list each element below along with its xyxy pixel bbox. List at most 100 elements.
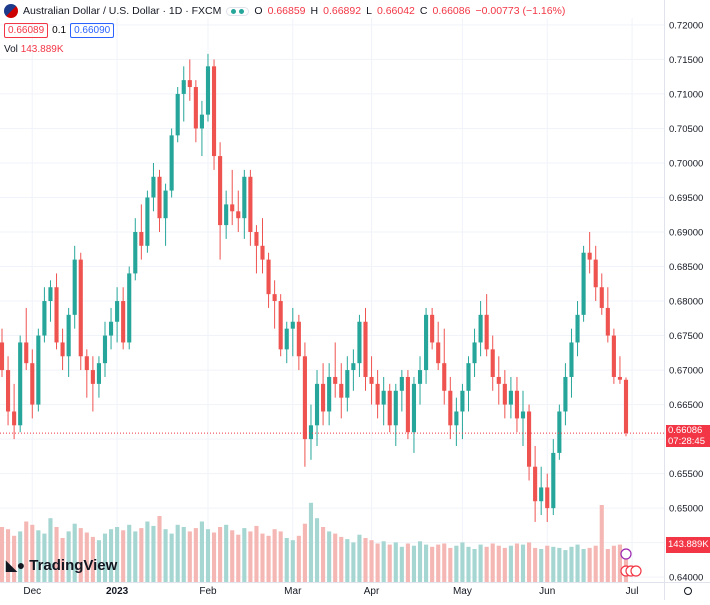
tradingview-logo[interactable]: ◣● TradingView [6, 557, 117, 574]
x-tick-label: Jul [626, 586, 639, 597]
volume-bar [436, 544, 441, 582]
candle-body [248, 176, 253, 233]
volume-bar [236, 534, 241, 582]
volume-bar [399, 546, 404, 582]
symbol-title[interactable]: Australian Dollar / U.S. Dollar · 1D · F… [23, 5, 222, 17]
candle-body [539, 487, 544, 502]
candle-body [436, 342, 441, 364]
candle-body [36, 335, 41, 405]
volume-bar [339, 536, 344, 582]
volume-bar [411, 545, 417, 582]
volume-bar [351, 542, 356, 582]
candle-body [272, 294, 277, 302]
volume-value: 143.889K [20, 44, 64, 55]
volume-bar [466, 546, 471, 582]
open-label: O [254, 5, 263, 17]
y-tick-label: 0.67000 [669, 366, 703, 377]
candle-body [254, 232, 259, 246]
volume-bar [218, 527, 223, 582]
volume-label[interactable]: Vol [4, 44, 18, 55]
y-tick-label: 0.67500 [669, 331, 703, 342]
volume-bar [284, 538, 289, 582]
high-label: H [310, 5, 319, 17]
open-value: 0.66859 [267, 5, 306, 17]
candle-body [284, 328, 289, 350]
volume-bar [205, 529, 211, 582]
volume-bar [290, 540, 295, 582]
candle-body [66, 314, 71, 357]
volume-bar [54, 527, 59, 582]
candle-body [42, 301, 47, 336]
volume-bar [72, 523, 77, 582]
candle-body [96, 363, 101, 384]
bid-ask-row: 0.66089 0.1 0.66090 [4, 23, 115, 38]
candle-body [314, 383, 320, 426]
volume-bar [545, 545, 550, 582]
volume-bar [587, 547, 592, 582]
candle-body [90, 370, 95, 384]
candle-body [557, 411, 562, 453]
y-tick-label: 0.71500 [669, 55, 703, 66]
volume-bar [617, 544, 623, 582]
candle-body [545, 487, 550, 509]
volume-bar [96, 540, 101, 582]
volume-bar [599, 505, 604, 582]
volume-bar [484, 546, 489, 582]
candle-body [205, 66, 211, 115]
candle-body [393, 390, 398, 426]
sell-price-button[interactable]: 0.66089 [4, 23, 49, 38]
candle-body [193, 87, 198, 129]
candle-body [157, 176, 162, 219]
candle-body [187, 80, 192, 88]
x-tick-label: Apr [364, 586, 380, 597]
spread-value: 0.1 [52, 25, 67, 36]
volume-bar [193, 528, 198, 582]
volume-bar [187, 531, 192, 582]
volume-bar [254, 525, 259, 582]
candle-body [84, 356, 89, 371]
volume-bar [593, 545, 598, 582]
candle-body [581, 252, 586, 315]
volume-bar [357, 534, 362, 582]
volume-bar [533, 547, 538, 582]
tradingview-logo-icon: ◣● [6, 557, 26, 573]
candle-body [466, 363, 471, 391]
volume-bar [18, 531, 23, 582]
volume-bar [557, 547, 562, 582]
volume-bar [199, 521, 204, 582]
candle-body [296, 321, 301, 357]
candle-body [599, 287, 604, 308]
volume-bar [569, 546, 574, 582]
volume-bar [302, 523, 307, 582]
candle-body [333, 376, 338, 384]
volume-bar [308, 502, 314, 582]
volume-bar [430, 546, 435, 582]
buy-price-button[interactable]: 0.66090 [70, 23, 115, 38]
x-tick-label: 2023 [106, 586, 129, 597]
volume-bar [108, 529, 114, 582]
x-tick-label: Mar [284, 586, 302, 597]
y-tick-label: 0.71000 [669, 89, 703, 100]
volume-bar [260, 533, 265, 582]
candle-body [351, 363, 356, 371]
candle-body [514, 390, 520, 419]
volume-bar [48, 518, 53, 582]
market-status-icon[interactable] [226, 6, 250, 16]
volume-bar [551, 546, 556, 582]
candle-body [363, 321, 368, 377]
volume-bar [248, 531, 253, 582]
volume-bar [224, 524, 229, 582]
candle-body [230, 204, 235, 212]
candle-body [5, 370, 11, 412]
event-flash-icon [620, 548, 632, 560]
volume-bar [369, 540, 374, 582]
candle-body [302, 356, 307, 440]
bar-countdown: 07:28:45 [668, 436, 705, 447]
volume-bar [381, 541, 386, 582]
volume-bar [102, 533, 108, 582]
volume-bar [448, 547, 453, 582]
candle-body [587, 252, 592, 260]
close-label: C [419, 5, 428, 17]
